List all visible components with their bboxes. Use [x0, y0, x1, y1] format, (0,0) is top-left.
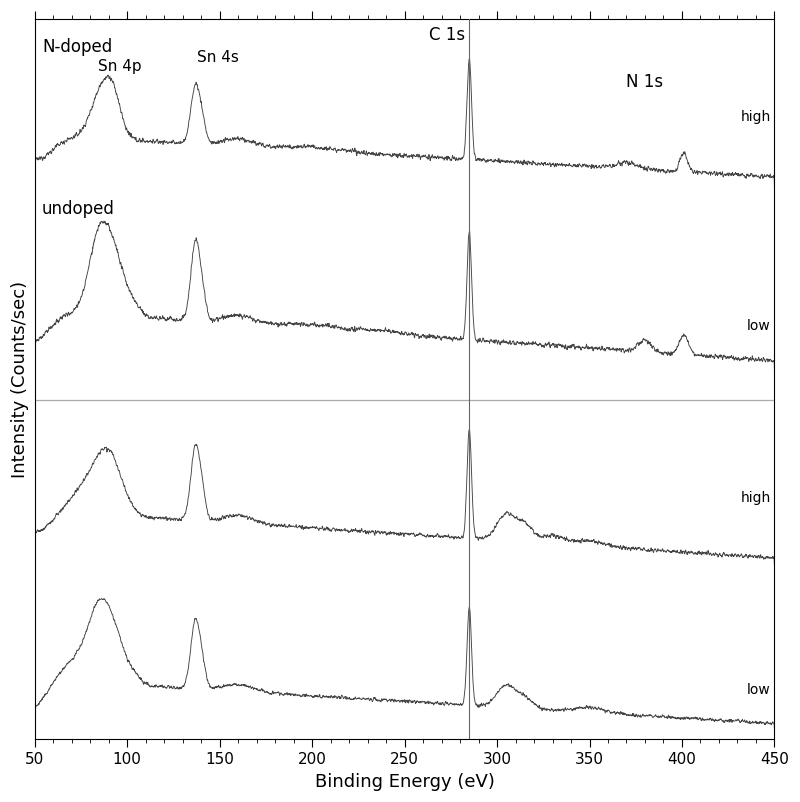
X-axis label: Binding Energy (eV): Binding Energy (eV)	[314, 773, 494, 791]
Text: C 1s: C 1s	[430, 26, 466, 44]
Text: Sn 4p: Sn 4p	[98, 59, 141, 74]
Text: N 1s: N 1s	[626, 73, 664, 91]
Text: undoped: undoped	[42, 200, 115, 218]
Text: Sn 4s: Sn 4s	[198, 50, 239, 65]
Text: low: low	[747, 319, 770, 333]
Y-axis label: Intensity (Counts/sec): Intensity (Counts/sec)	[11, 281, 29, 478]
Text: N-doped: N-doped	[42, 38, 112, 56]
Text: low: low	[747, 683, 770, 697]
Text: high: high	[741, 110, 770, 124]
Text: high: high	[741, 491, 770, 504]
